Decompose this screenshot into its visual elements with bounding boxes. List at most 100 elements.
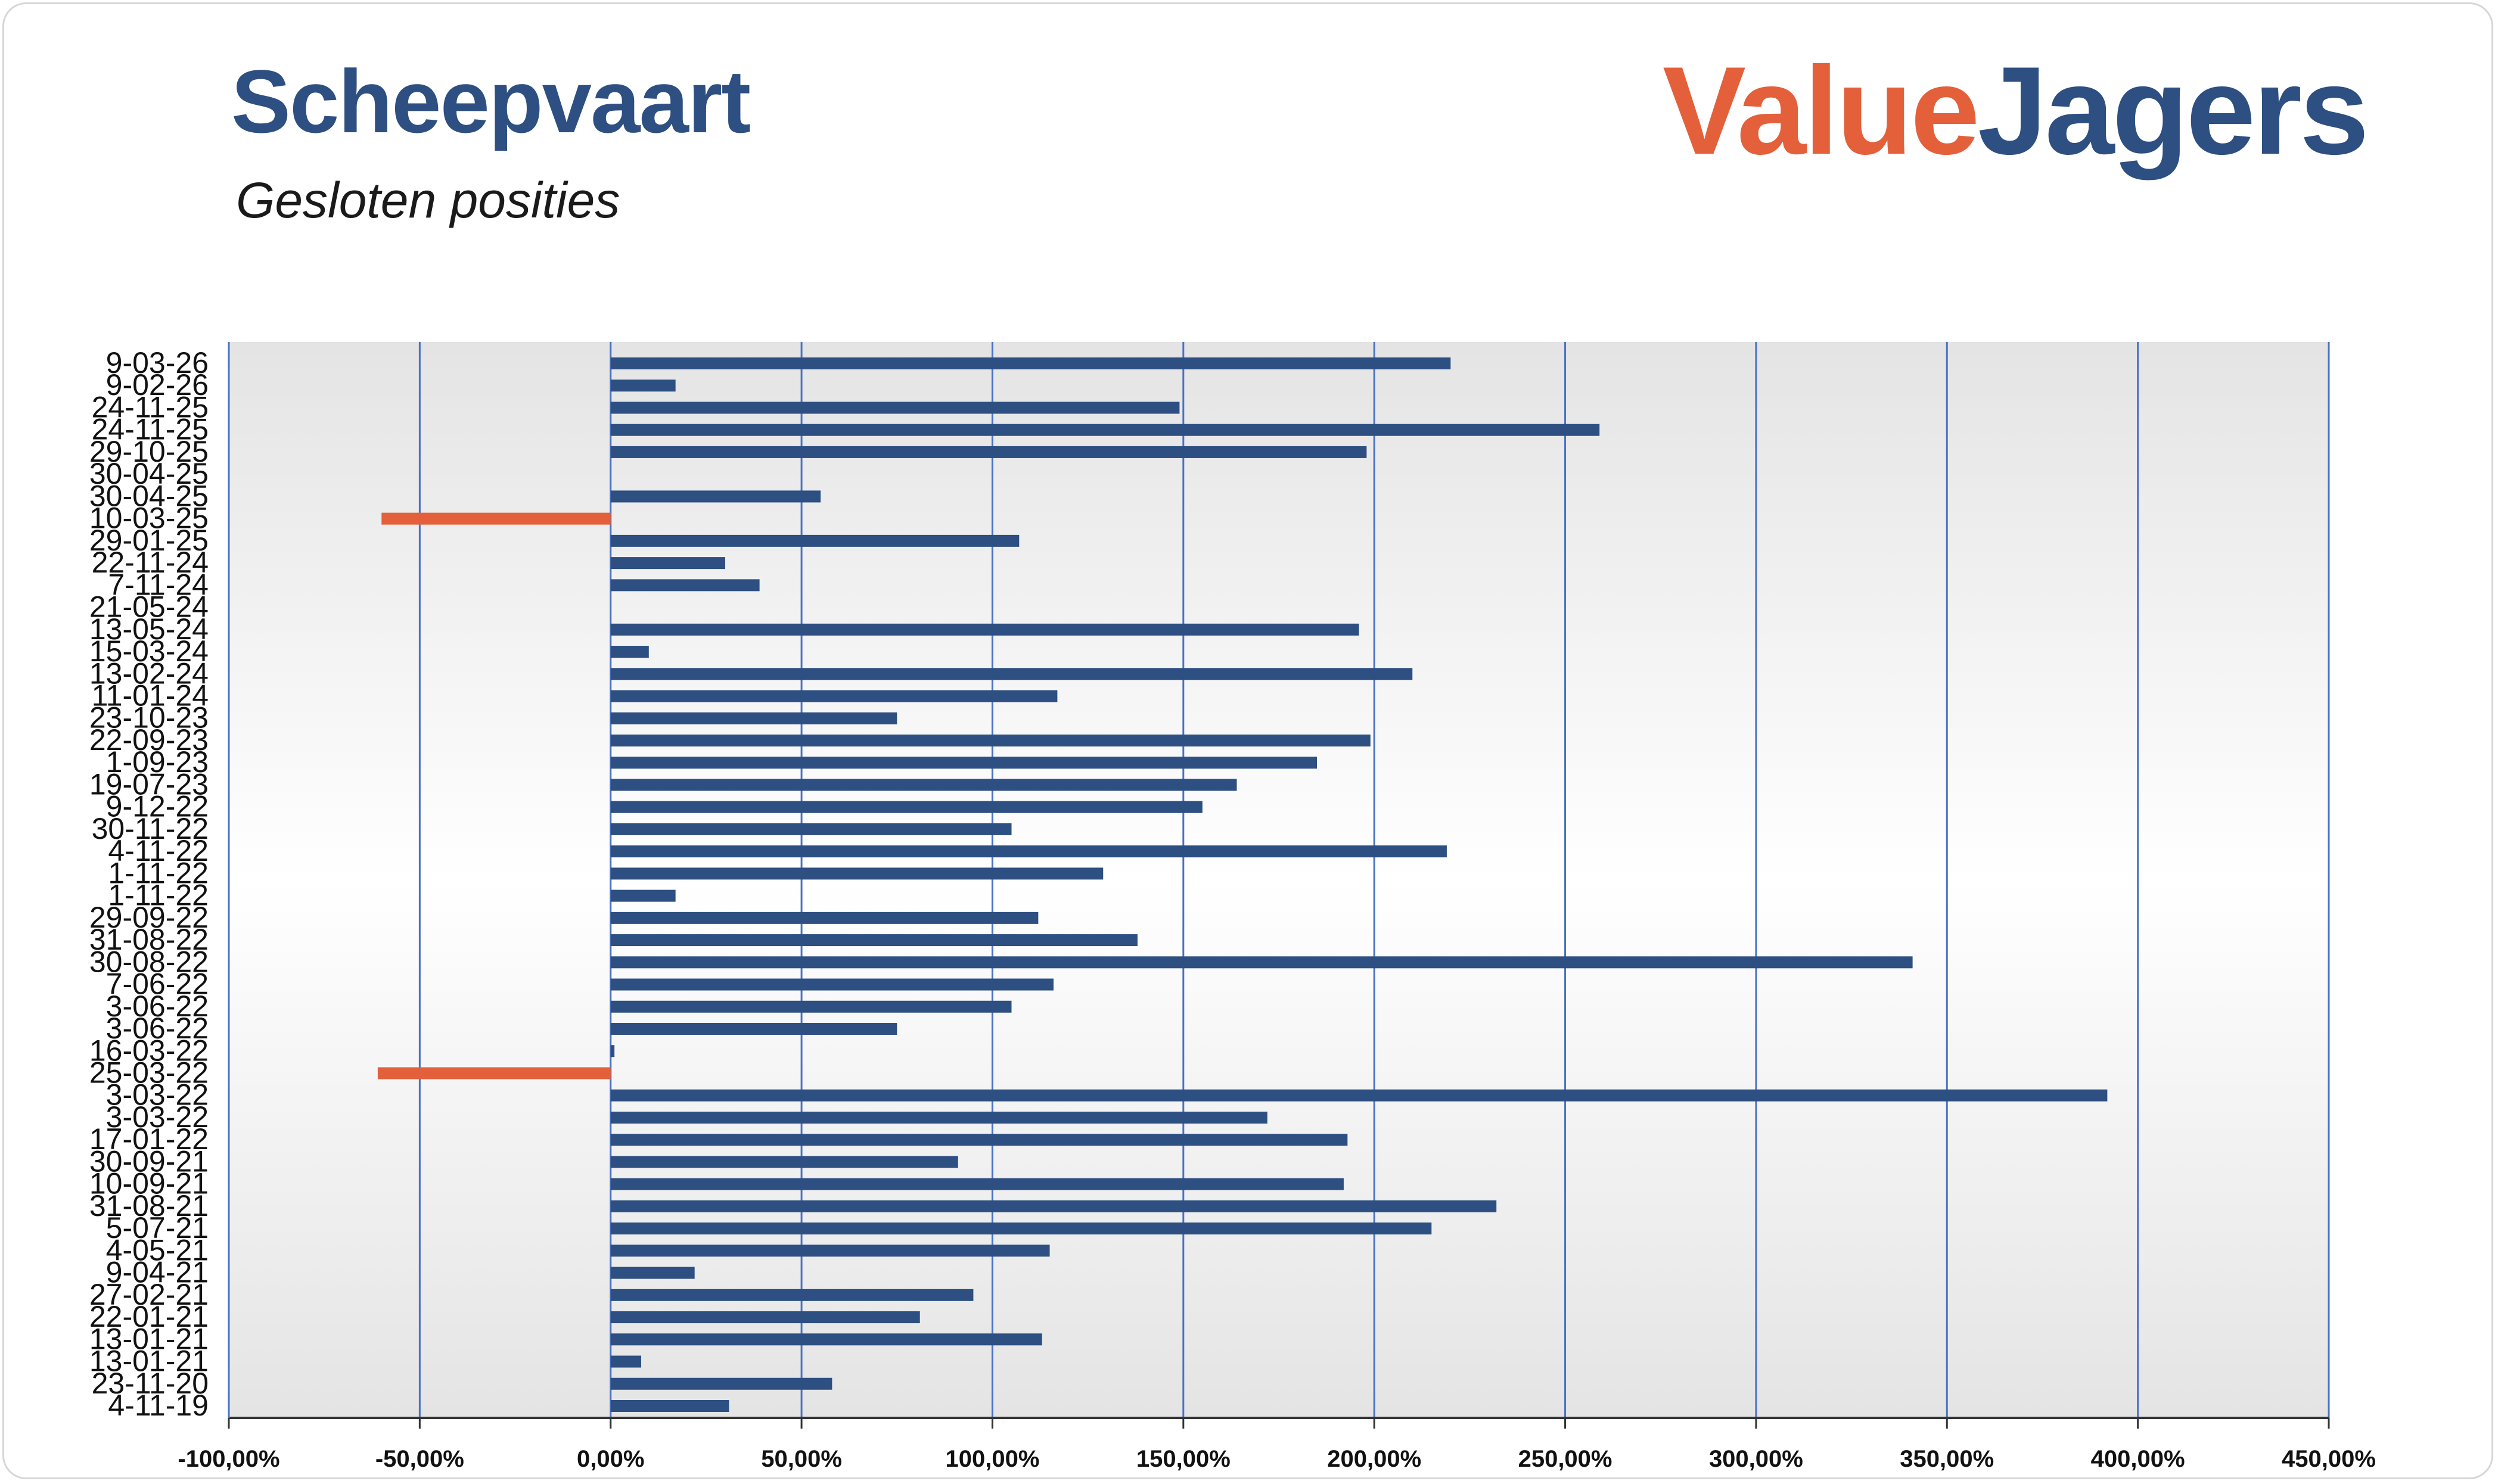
y-category-label: 24-11-25 [92,390,209,424]
y-category-label: 3-06-22 [106,990,209,1023]
y-category-label: 30-04-25 [89,457,209,490]
x-tick-label: 250,00% [1518,1446,1612,1472]
y-category-label: 4-11-19 [108,1389,209,1422]
plot-area [229,342,2329,1418]
x-tick-label: 300,00% [1709,1446,1803,1472]
x-tick-label: 450,00% [2282,1446,2376,1472]
y-category-label: 5-07-21 [106,1211,209,1245]
x-tick-label: 0,00% [577,1446,644,1472]
bar [381,512,611,525]
x-tick-label: -50,00% [375,1446,464,1472]
bar [610,845,1447,858]
bar [610,823,1012,835]
y-category-label: 24-11-25 [92,413,209,446]
bar [610,1089,2108,1102]
y-category-label: 13-01-21 [89,1345,209,1378]
x-tick-label: 200,00% [1327,1446,1421,1472]
bar [610,1134,1348,1146]
y-category-label: 7-11-24 [108,568,209,601]
bar [610,424,1600,436]
y-category-label: 3-06-22 [106,1012,209,1045]
y-category-label: 23-11-20 [92,1367,209,1400]
bar [610,978,1054,991]
bar [610,668,1413,680]
bar [610,1178,1344,1190]
bar [610,712,897,724]
bar [610,579,760,592]
y-category-label: 23-10-23 [89,701,209,735]
bar [610,911,1039,924]
bar [610,779,1237,791]
bar [610,1000,1012,1013]
y-category-label: 10-03-25 [89,502,209,535]
bar [610,1200,1497,1212]
bar [610,1267,695,1279]
bar [610,623,1359,636]
bar [610,402,1180,414]
y-category-label: 16-03-22 [89,1034,209,1067]
y-category-label: 30-11-22 [92,812,209,845]
y-category-label: 4-11-22 [108,834,209,867]
y-category-label: 30-08-22 [89,945,209,978]
y-category-label: 3-03-22 [106,1100,209,1134]
valuejagers-logo: ValueJagers [1663,41,2369,181]
y-category-label: 9-02-26 [106,368,209,402]
bar [610,1289,974,1301]
y-category-label: 29-10-25 [89,435,209,468]
bar [610,1222,1432,1235]
y-category-label: 13-02-24 [89,657,209,690]
y-category-label: 25-03-22 [89,1056,209,1089]
bar [610,534,1020,547]
bar [610,1111,1267,1124]
bar [610,557,725,570]
y-category-label: 22-09-23 [89,723,209,757]
y-category-label: 29-01-25 [89,524,209,557]
x-axis-labels: -100,00% -50,00% 0,00% 50,00% 100,00% 150,00%… [178,1418,2376,1472]
bar [610,357,1451,369]
bar [610,867,1104,880]
bar [610,690,1058,702]
x-tick-label: 150,00% [1136,1446,1231,1472]
bar [610,1156,958,1168]
y-category-label: 10-09-21 [89,1167,209,1200]
y-category-label: 1-11-22 [108,879,209,912]
bar [610,1045,615,1057]
bar [610,934,1138,947]
y-category-label: 1-11-22 [108,856,209,889]
bar [610,1245,1050,1257]
y-category-label: 9-04-21 [106,1256,209,1289]
x-tick-label: -100,00% [178,1446,279,1472]
bar [610,1377,832,1390]
y-category-label: 29-09-22 [89,901,209,934]
y-category-label: 22-01-21 [89,1300,209,1333]
bar [610,801,1203,813]
logo-part-jagers: Jagers [1977,41,2369,181]
y-category-label: 7-06-22 [106,967,209,1001]
y-category-label: 27-02-21 [89,1278,209,1311]
y-category-label: 1-09-23 [106,745,209,779]
y-category-label: 30-09-21 [89,1144,209,1178]
y-category-label: 4-05-21 [106,1233,209,1267]
bar [610,889,676,902]
bar [610,646,649,658]
x-tick-label: 350,00% [1900,1446,1994,1472]
bar [610,1023,897,1035]
logo-part-value: Value [1663,41,1980,181]
bar [610,734,1371,746]
chart-subtitle: Gesloten posities [236,172,620,228]
bars [377,357,2108,1412]
y-category-label: 31-08-22 [89,923,209,956]
y-category-label: 22-11-24 [92,546,209,579]
y-category-label: 9-12-22 [106,790,209,823]
y-category-label: 11-01-24 [92,679,209,713]
y-category-label: 15-03-24 [89,634,209,668]
bar [610,956,1913,969]
x-tick-label: 400,00% [2091,1446,2185,1472]
bar [377,1067,611,1079]
y-category-label: 13-05-24 [89,612,209,646]
y-category-label: 30-04-25 [89,479,209,512]
y-category-label: 19-07-23 [89,767,209,801]
y-category-label: 13-01-21 [89,1322,209,1355]
bar [610,1355,641,1368]
